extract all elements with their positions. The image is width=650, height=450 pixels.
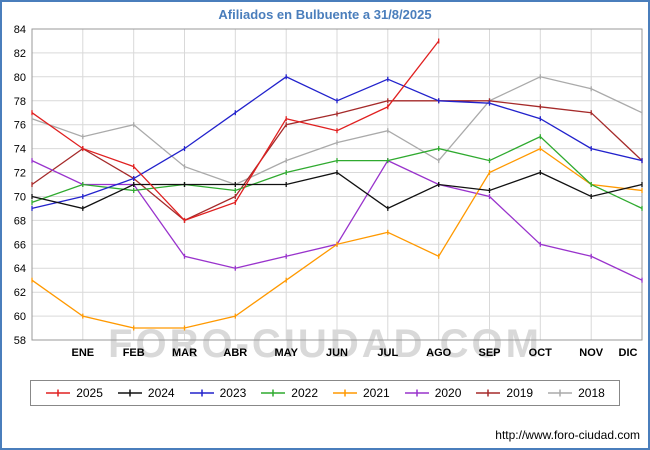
- svg-text:84: 84: [14, 24, 26, 36]
- svg-text:OCT: OCT: [529, 347, 553, 359]
- svg-text:62: 62: [14, 287, 26, 299]
- legend-line-sample: [404, 389, 429, 397]
- svg-text:78: 78: [14, 96, 26, 108]
- legend-label: 2021: [363, 386, 390, 400]
- plot-area: FORO-CIUDAD.COM 58 60 62 64 66 68 70 72 74 76 78 80…: [2, 24, 648, 369]
- svg-text:66: 66: [14, 239, 26, 251]
- legend-label: 2024: [147, 386, 175, 400]
- svg-text:AGO: AGO: [426, 347, 452, 359]
- legend-line-sample: [476, 389, 501, 397]
- svg-text:74: 74: [14, 144, 26, 156]
- svg-text:MAY: MAY: [274, 347, 298, 359]
- svg-text:82: 82: [14, 48, 26, 60]
- legend-line-sample: [261, 389, 286, 397]
- legend: 2025 2024 2023 2022 2021 2020 2019 2018: [2, 380, 648, 406]
- legend-label: 2022: [291, 386, 318, 400]
- legend-item-2022: 2022: [260, 386, 318, 400]
- svg-text:70: 70: [14, 191, 26, 203]
- svg-text:ABR: ABR: [223, 347, 247, 359]
- legend-item-2021: 2021: [332, 386, 390, 400]
- legend-item-2025: 2025: [45, 386, 103, 400]
- legend-line-sample: [117, 389, 142, 397]
- legend-line-sample: [333, 389, 357, 397]
- legend-label: 2018: [578, 386, 605, 400]
- legend-item-2024: 2024: [117, 386, 175, 400]
- legend-item-2019: 2019: [475, 386, 533, 400]
- svg-text:NOV: NOV: [579, 347, 604, 359]
- svg-text:DIC: DIC: [619, 347, 638, 359]
- legend-label: 2019: [506, 386, 534, 400]
- svg-text:58: 58: [14, 335, 26, 347]
- svg-text:68: 68: [14, 215, 26, 227]
- legend-item-2023: 2023: [189, 386, 247, 400]
- svg-text:JUN: JUN: [326, 347, 348, 359]
- legend-line-sample: [46, 389, 71, 397]
- legend-label: 2020: [434, 386, 462, 400]
- svg-text:JUL: JUL: [377, 347, 398, 359]
- svg-text:FEB: FEB: [123, 347, 145, 359]
- svg-text:76: 76: [14, 120, 26, 132]
- legend-box: 2025 2024 2023 2022 2021 2020 2019 2018: [30, 380, 620, 406]
- svg-text:64: 64: [14, 263, 26, 275]
- legend-item-2018: 2018: [547, 386, 605, 400]
- svg-text:80: 80: [14, 72, 26, 84]
- svg-text:60: 60: [14, 311, 26, 323]
- svg-text:SEP: SEP: [478, 347, 500, 359]
- footer-link[interactable]: http://www.foro-ciudad.com: [495, 428, 640, 442]
- line-chart: 58 60 62 64 66 68 70 72 74 76 78 80 82 84 ENE FEB MAR ABR…: [14, 24, 643, 359]
- legend-line-sample: [189, 389, 214, 397]
- legend-label: 2023: [219, 386, 247, 400]
- chart-title: Afiliados en Bulbuente a 31/8/2025: [218, 7, 432, 22]
- legend-item-2020: 2020: [404, 386, 462, 400]
- legend-label: 2025: [76, 386, 103, 400]
- svg-text:72: 72: [14, 168, 26, 180]
- svg-text:MAR: MAR: [172, 347, 197, 359]
- footer: http://www.foro-ciudad.com: [495, 428, 640, 442]
- legend-line-sample: [548, 389, 573, 397]
- svg-text:ENE: ENE: [71, 347, 94, 359]
